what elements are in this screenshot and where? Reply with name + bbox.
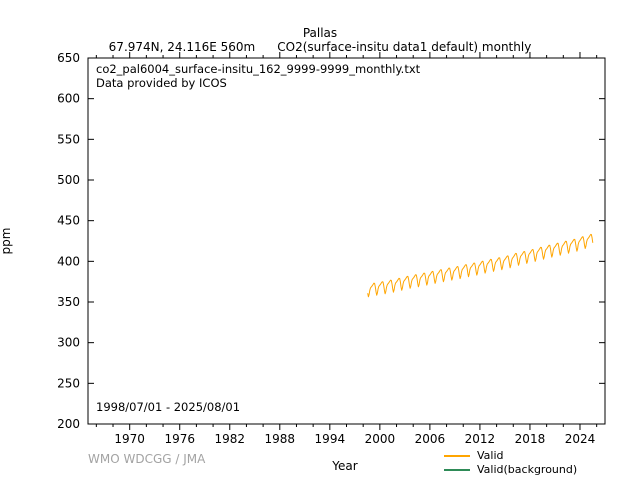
- x-tick-label: 1982: [214, 432, 245, 446]
- valid-line-swatch: [444, 455, 470, 457]
- x-tick-label: 2018: [515, 432, 546, 446]
- legend-label-valid-background: Valid(background): [477, 463, 578, 476]
- x-tick-label: 1970: [114, 432, 145, 446]
- valid-background-line-swatch: [444, 469, 470, 471]
- station-title: Pallas: [302, 26, 338, 40]
- y-tick-label: 200: [57, 417, 80, 431]
- y-tick-label: 600: [57, 92, 80, 106]
- x-tick-label: 2000: [365, 432, 396, 446]
- y-tick-label: 400: [57, 254, 80, 268]
- y-tick-label: 550: [57, 132, 80, 146]
- x-axis-title: Year: [332, 459, 358, 473]
- y-tick-label: 350: [57, 295, 80, 309]
- legend-item-valid: Valid: [444, 449, 577, 463]
- station-location: 67.974N, 24.116E 560m: [108, 40, 256, 54]
- data-provider-annotation: Data provided by ICOS: [96, 76, 227, 90]
- source-file-annotation: co2_pal6004_surface-insitu_162_9999-9999…: [96, 62, 421, 76]
- y-tick-label: 500: [57, 173, 80, 187]
- plot-frame: [87, 57, 606, 425]
- legend-item-valid-background: Valid(background): [444, 463, 577, 477]
- legend: Valid Valid(background): [444, 449, 577, 477]
- data-period-label: 1998/07/01 - 2025/08/01: [96, 400, 241, 414]
- legend-label-valid: Valid: [477, 449, 504, 462]
- y-tick-label: 300: [57, 336, 80, 350]
- y-axis-title: ppm: [0, 227, 13, 255]
- chart-subtitle: 67.974N, 24.116E 560m CO2(surface-insitu …: [0, 40, 640, 54]
- x-tick-label: 2024: [565, 432, 596, 446]
- x-tick-label: 1994: [315, 432, 346, 446]
- x-tick-label: 2012: [465, 432, 496, 446]
- valid-series-line: [367, 233, 594, 298]
- x-tick-label: 1976: [164, 432, 195, 446]
- y-tick-label: 650: [57, 51, 80, 65]
- credit-label: WMO WDCGG / JMA: [88, 452, 206, 466]
- x-tick-label: 1988: [265, 432, 296, 446]
- x-tick-label: 2006: [415, 432, 446, 446]
- y-tick-label: 450: [57, 214, 80, 228]
- y-tick-label: 250: [57, 376, 80, 390]
- parameter-label: CO2(surface-insitu data1 default) monthl…: [277, 40, 532, 54]
